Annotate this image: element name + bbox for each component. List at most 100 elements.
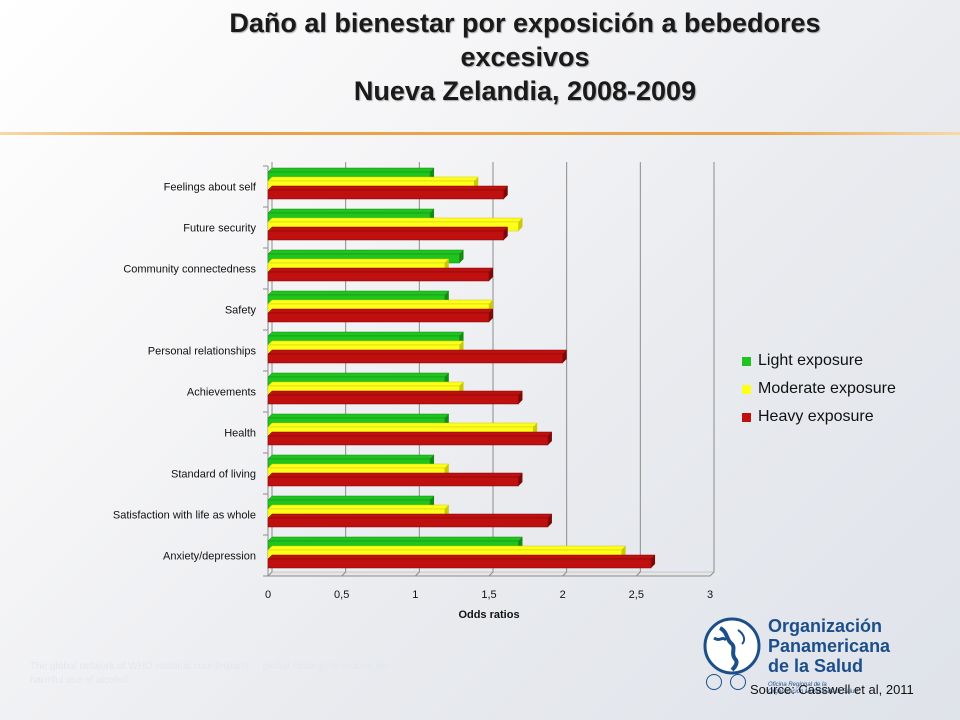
bar-top-face [267, 381, 465, 387]
gridline-floor [267, 571, 273, 577]
bar-top-face [267, 495, 435, 501]
x-tick-label: 2,5 [629, 589, 644, 601]
bar-end-face [459, 250, 464, 263]
bar-top-face [267, 390, 524, 396]
title-divider [0, 132, 960, 135]
globe-icon [703, 617, 761, 675]
emblem-paho-icon [706, 674, 722, 690]
labels-layer: 0 0,5 1 1,5 2 2,5 3 Feelings about self Future s… [113, 182, 713, 622]
emblem-who-icon [730, 674, 747, 690]
logo-name-line-3: de la Salud [768, 656, 864, 676]
logo-name-line-1: Organización [768, 616, 883, 636]
bar-top-face [267, 185, 509, 191]
bar-top-face [267, 249, 465, 255]
bar [267, 558, 652, 569]
legend-item-light: Light exposure [742, 347, 896, 375]
legend-item-moderate: Moderate exposure [742, 375, 896, 403]
bar-end-face [547, 432, 552, 445]
bar [267, 189, 504, 200]
bar-top-face [267, 217, 524, 223]
bar-top-face [267, 504, 450, 510]
bar-end-face [489, 268, 493, 281]
x-tick-label: 0 [265, 589, 271, 601]
gridline-floor [562, 571, 568, 577]
title-line-3: Nueva Zelandia, 2008-2009 [353, 76, 697, 106]
logo-sub-line-2: Organización Mundial de la Salud [768, 689, 858, 695]
legend-label-moderate: Moderate exposure [758, 380, 896, 397]
bar-top-face [267, 167, 435, 173]
bar [267, 312, 490, 323]
x-tick-label: 2 [560, 589, 566, 601]
bar [267, 230, 504, 241]
bars-layer [267, 167, 656, 569]
y-category-label: Community connectedness [123, 264, 256, 276]
y-category-label: Future security [183, 223, 256, 235]
title-line-2: excesivos [460, 42, 590, 72]
y-category-label: Personal relationships [148, 346, 257, 358]
bar-top-face [267, 413, 450, 419]
chart-title: Daño al bienestar por exposición a bebed… [100, 6, 950, 108]
chart-legend: Light exposure Moderate exposure Heavy e… [742, 347, 896, 431]
bar-end-face [489, 309, 493, 322]
legend-swatch-heavy [742, 412, 751, 422]
bar-top-face [267, 472, 524, 478]
x-tick-label: 0,5 [334, 589, 349, 601]
logo-sub-line-1: Oficina Regional de la [768, 682, 827, 688]
paho-logo: Organización Panamericana de la Salud Of… [702, 612, 952, 697]
faded-background-text: The global network of WHO national count… [30, 661, 390, 686]
bar-top-face [267, 258, 450, 264]
emblem-group [706, 674, 750, 695]
bar-end-face [503, 227, 508, 240]
x-tick-label: 1 [412, 589, 418, 601]
y-category-label: Standard of living [171, 469, 256, 481]
y-category-label: Safety [225, 305, 257, 317]
bar-end-face [503, 186, 508, 199]
legend-label-light: Light exposure [758, 352, 863, 369]
bar-top-face [267, 290, 450, 296]
bar [267, 476, 519, 487]
gridline-floor [635, 571, 641, 577]
bar-top-face [267, 422, 538, 428]
bar-end-face [518, 473, 523, 486]
legend-label-heavy: Heavy exposure [758, 408, 874, 425]
bar-top-face [267, 513, 553, 519]
bar-top-face [267, 431, 553, 437]
bar-end-face [518, 218, 523, 231]
logo-subtitle: Oficina Regional de la Organización Mund… [768, 682, 858, 696]
bar-top-face [267, 454, 435, 460]
bar [267, 435, 549, 446]
bar-end-face [547, 514, 552, 527]
gridline-floor [709, 571, 715, 577]
bar-chart: 0 0,5 1 1,5 2 2,5 3 Feelings about self Future s… [113, 162, 715, 622]
y-category-label: Achievements [187, 387, 257, 399]
bar-top-face [267, 536, 524, 542]
logo-name-line-2: Panamericana [768, 636, 891, 656]
x-axis-title: Odds ratios [458, 609, 519, 621]
bar-top-face [267, 340, 465, 346]
bar-end-face [651, 555, 656, 568]
legend-swatch-light [742, 356, 751, 366]
y-category-label: Satisfaction with life as whole [113, 510, 256, 522]
legend-item-heavy: Heavy exposure [742, 403, 896, 431]
title-line-1: Daño al bienestar por exposición a bebed… [229, 8, 821, 38]
bar-top-face [267, 331, 465, 337]
bar-top-face [267, 463, 450, 469]
gridline-floor [341, 571, 347, 577]
bar-top-face [267, 226, 509, 232]
bar-end-face [518, 391, 523, 404]
source-note: Source: Casswell et al, 2011 [750, 682, 914, 697]
bar-end-face [562, 350, 567, 363]
bar-top-face [267, 208, 435, 214]
y-category-label: Anxiety/depression [163, 551, 256, 563]
bar [267, 271, 490, 282]
gridline-floor [414, 571, 420, 577]
bar [267, 353, 563, 364]
bar-top-face [267, 176, 479, 182]
bar-top-face [267, 299, 494, 305]
y-category-label: Health [224, 428, 256, 440]
logo-name: Organización Panamericana de la Salud [768, 616, 890, 676]
y-category-label: Feelings about self [164, 182, 257, 194]
x-tick-label: 1,5 [481, 589, 496, 601]
bar-top-face [267, 545, 627, 551]
gridline-floor [488, 571, 494, 577]
